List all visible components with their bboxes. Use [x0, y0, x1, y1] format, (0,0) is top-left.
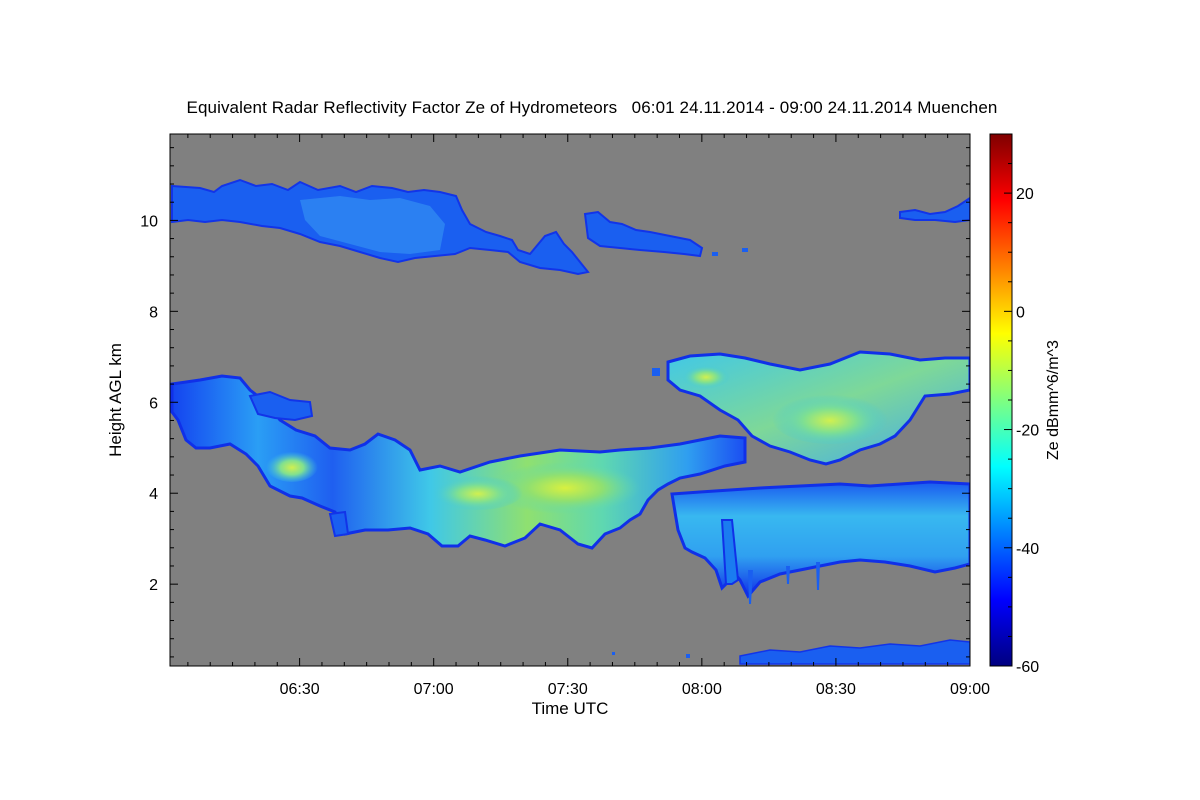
echo-speck: [686, 654, 690, 658]
y-tick-label: 6: [149, 395, 158, 412]
echo-fall-streak: [816, 562, 820, 590]
echo-core: [490, 462, 640, 514]
y-tick-label: 2: [149, 577, 158, 594]
colorbar-tick-label: 0: [1016, 304, 1025, 321]
plot-frame: [169, 133, 971, 667]
echo-core: [682, 364, 730, 388]
colorbar-tick-label: 20: [1016, 186, 1034, 203]
colorbar-tick-label: -20: [1016, 423, 1039, 440]
echo-speck: [742, 248, 748, 252]
echo-cirrus-fragments: [583, 210, 704, 258]
x-tick-label: 07:00: [414, 681, 454, 698]
x-axis-label: Time UTC: [532, 699, 609, 718]
x-tick-label: 09:00: [950, 681, 990, 698]
echo-fall-streak: [748, 570, 753, 604]
echo-speck: [652, 368, 660, 376]
echo-cirrus-core: [300, 196, 445, 254]
y-tick-label: 8: [149, 304, 158, 321]
echo-core: [772, 392, 888, 444]
y-axis-label: Height AGL km: [106, 343, 125, 457]
colorbar-ticks: -60 -40 -20 0 20: [1004, 133, 1039, 676]
echo-core: [266, 450, 318, 482]
echo-lower-right-layer: [670, 480, 970, 599]
x-tick-label: 08:00: [682, 681, 722, 698]
echo-layers: [170, 178, 970, 665]
x-tick-label: 06:30: [280, 681, 320, 698]
echo-mid-level-fragment: [328, 510, 350, 538]
x-tick-label: 08:30: [816, 681, 856, 698]
colorbar-label: Ze dBmm^6/m^3: [1045, 340, 1062, 460]
chart-title: Equivalent Radar Reflectivity Factor Ze …: [186, 98, 998, 117]
echo-fall-streak: [786, 566, 790, 584]
echo-mid-level-fragment: [248, 390, 314, 422]
y-axis-ticks: 2 4 6 8 10: [140, 147, 970, 658]
colorbar-tick-label: -40: [1016, 541, 1039, 558]
echo-fall-streak: [720, 519, 740, 585]
echo-upper-right-cirrus: [899, 196, 970, 224]
x-tick-label: 07:30: [548, 681, 588, 698]
echo-speck: [712, 252, 718, 256]
colorbar-tick-label: -60: [1016, 659, 1039, 676]
echo-core: [433, 474, 523, 510]
echo-near-surface-clutter: [739, 639, 970, 665]
echo-speck: [612, 652, 615, 655]
y-tick-label: 10: [140, 213, 158, 230]
x-axis-ticks: 06:30 07:00 07:30 08:00 08:30 09:00: [187, 134, 990, 698]
y-tick-label: 4: [149, 486, 158, 503]
